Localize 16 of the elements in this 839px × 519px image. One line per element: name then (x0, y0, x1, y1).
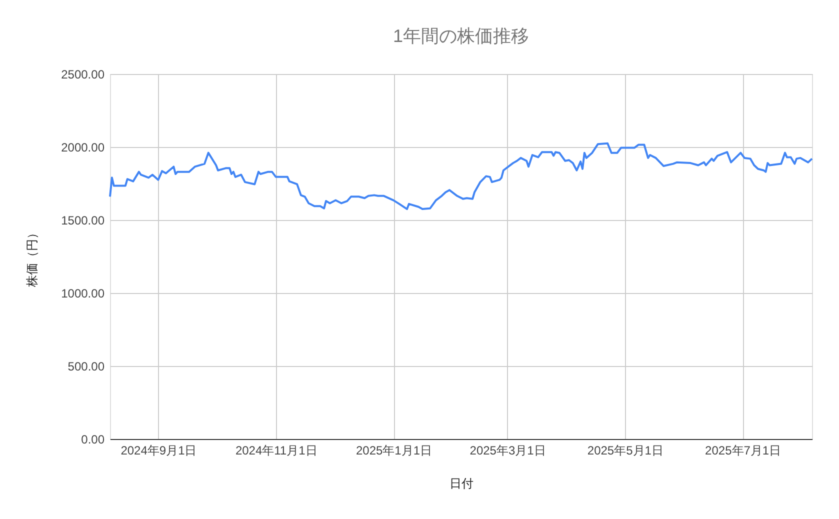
x-tick-label: 2025年7月1日 (705, 444, 782, 458)
y-tick-label: 2000.00 (61, 140, 105, 154)
x-tick-label: 2024年9月1日 (120, 444, 197, 458)
y-tick-label: 500.00 (68, 360, 105, 374)
x-tick-label: 2025年1月1日 (356, 444, 432, 458)
x-tick-label: 2025年5月1日 (587, 444, 664, 458)
x-tick-label: 2025年3月1日 (470, 444, 546, 458)
chart-title: 1年間の株価推移 (392, 26, 530, 46)
x-axis-title: 日付 (450, 476, 474, 490)
y-tick-label: 1000.00 (61, 286, 105, 300)
line-series (109, 142, 813, 210)
y-axis-title: 株価（円） (25, 227, 40, 288)
y-tick-label: 0.00 (81, 432, 105, 446)
y-tick-label: 2500.00 (61, 68, 105, 82)
x-tick-label: 2024年11月1日 (235, 444, 318, 458)
y-tick-label: 1500.00 (61, 214, 105, 228)
